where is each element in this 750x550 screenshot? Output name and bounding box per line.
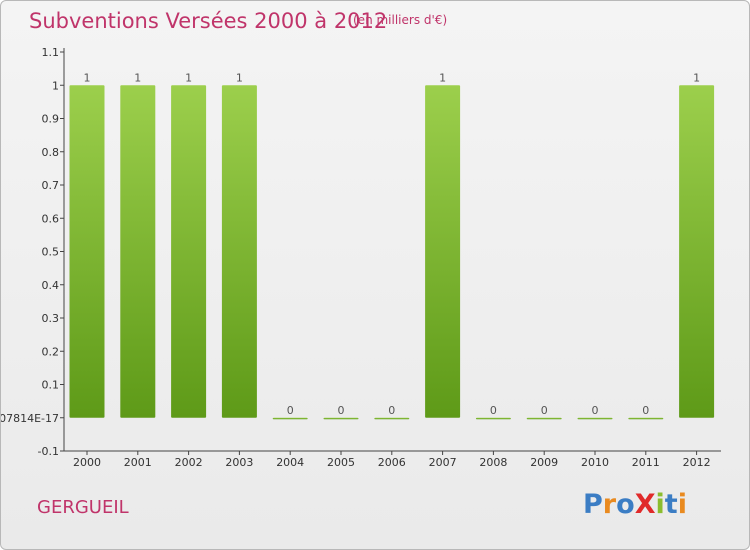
y-tick-label-0: -0.1 bbox=[38, 445, 59, 458]
logo-letter-0: P bbox=[583, 489, 603, 520]
y-tick-label-2: 0.1 bbox=[42, 379, 60, 392]
bar-2002 bbox=[171, 85, 207, 418]
logo-letter-4: i bbox=[655, 489, 665, 520]
x-tick-label-2004: 2004 bbox=[276, 456, 304, 469]
y-tick-label-3: 0.2 bbox=[42, 345, 60, 358]
x-tick-label-2009: 2009 bbox=[530, 456, 558, 469]
y-tick-label-6: 0.5 bbox=[42, 246, 60, 259]
data-label-2011: 0 bbox=[642, 404, 649, 417]
bar-2005 bbox=[323, 417, 359, 420]
axes-layer: 2000 2001 2002 2003 2004 2005 2006 2007 2008 2009… bbox=[1, 46, 721, 469]
proxiti-logo: ProXiti bbox=[583, 489, 687, 520]
x-tick-label-2011: 2011 bbox=[632, 456, 660, 469]
y-tick-label-10: 0.9 bbox=[42, 113, 60, 126]
data-label-2006: 0 bbox=[388, 404, 395, 417]
logo-letter-1: r bbox=[602, 489, 617, 520]
data-label-2000: 1 bbox=[84, 71, 91, 84]
x-tick-label-2003: 2003 bbox=[225, 456, 253, 469]
x-tick-label-2000: 2000 bbox=[73, 456, 101, 469]
logo-letter-5: t bbox=[664, 489, 678, 520]
bar-2012 bbox=[679, 85, 715, 418]
data-label-2010: 0 bbox=[592, 404, 599, 417]
bars-layer: 1 1 1 1 0 0 0 1 0 0 0 0 1 bbox=[69, 71, 715, 420]
bar-2008 bbox=[475, 417, 511, 420]
y-tick-label-11: 1 bbox=[52, 79, 59, 92]
x-tick-label-2012: 2012 bbox=[683, 456, 711, 469]
x-tick-label-2005: 2005 bbox=[327, 456, 355, 469]
chart-subtitle: (en milliers d'€) bbox=[353, 13, 448, 27]
y-tick-label-7: 0.6 bbox=[42, 212, 60, 225]
bar-2007 bbox=[425, 85, 461, 418]
y-tick-label-5: 0.4 bbox=[42, 279, 60, 292]
x-tick-label-2001: 2001 bbox=[124, 456, 152, 469]
x-tick-label-2002: 2002 bbox=[175, 456, 203, 469]
data-label-2004: 0 bbox=[287, 404, 294, 417]
logo-letter-2: o bbox=[616, 489, 635, 520]
y-tick-label-1: 1.387778807814E-17 bbox=[1, 412, 59, 425]
y-tick-label-8: 0.7 bbox=[42, 179, 60, 192]
chart-title: Subventions Versées 2000 à 2012 bbox=[29, 9, 388, 33]
data-label-2005: 0 bbox=[338, 404, 345, 417]
x-tick-label-2007: 2007 bbox=[429, 456, 457, 469]
data-label-2002: 1 bbox=[185, 71, 192, 84]
bar-2000 bbox=[69, 85, 105, 418]
bar-2003 bbox=[221, 85, 257, 418]
logo-letter-3: X bbox=[634, 489, 656, 520]
y-tick-label-9: 0.8 bbox=[42, 146, 60, 159]
logo-letter-6: i bbox=[677, 489, 687, 520]
data-label-2003: 1 bbox=[236, 71, 243, 84]
bar-2010 bbox=[577, 417, 613, 420]
bar-2011 bbox=[628, 417, 664, 420]
x-tick-label-2008: 2008 bbox=[479, 456, 507, 469]
bar-2006 bbox=[374, 417, 410, 420]
x-tick-label-2006: 2006 bbox=[378, 456, 406, 469]
data-label-2009: 0 bbox=[541, 404, 548, 417]
bar-2004 bbox=[272, 417, 308, 420]
y-tick-label-12: 1.1 bbox=[42, 46, 60, 59]
data-label-2012: 1 bbox=[693, 71, 700, 84]
data-label-2008: 0 bbox=[490, 404, 497, 417]
bar-2001 bbox=[120, 85, 156, 418]
x-tick-label-2010: 2010 bbox=[581, 456, 609, 469]
y-tick-label-4: 0.3 bbox=[42, 312, 60, 325]
bar-2009 bbox=[526, 417, 562, 420]
data-label-2007: 1 bbox=[439, 71, 446, 84]
commune-name: GERGUEIL bbox=[37, 497, 129, 518]
data-label-2001: 1 bbox=[134, 71, 141, 84]
